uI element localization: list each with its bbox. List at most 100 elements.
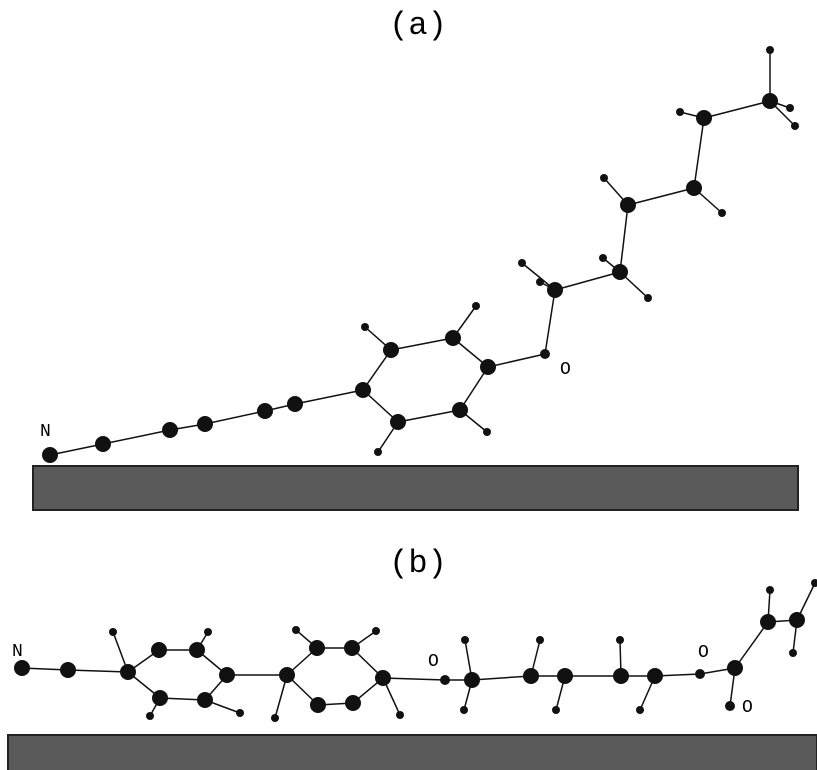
atom — [14, 660, 30, 676]
atom — [162, 422, 178, 438]
hydrogen — [536, 636, 544, 644]
hydrogen — [676, 108, 684, 116]
atom — [686, 180, 702, 196]
hydrogen — [518, 259, 526, 267]
hydrogen — [636, 706, 644, 714]
atom — [60, 662, 76, 678]
hydrogen — [600, 174, 608, 182]
hydrogen — [811, 579, 817, 587]
bond — [628, 188, 694, 205]
hydrogen — [146, 712, 154, 720]
bond — [694, 118, 704, 188]
atom — [279, 667, 295, 683]
atom-label: O — [698, 643, 709, 663]
atom — [695, 669, 705, 679]
bond — [391, 338, 453, 350]
atom — [344, 640, 360, 656]
bond — [383, 678, 445, 680]
atom — [540, 349, 550, 359]
hydrogen — [372, 627, 380, 635]
surface — [33, 466, 798, 510]
atom — [445, 330, 461, 346]
atom — [440, 675, 450, 685]
bond — [68, 670, 128, 672]
bond — [555, 272, 620, 290]
atom — [480, 359, 496, 375]
hydrogen — [766, 46, 774, 54]
atom — [789, 612, 805, 628]
atom — [760, 614, 776, 630]
atom-label: N — [12, 642, 23, 662]
atom — [613, 668, 629, 684]
bond — [735, 622, 768, 668]
hydrogen — [204, 628, 212, 636]
bond — [295, 390, 363, 404]
hydrogen — [460, 706, 468, 714]
atom — [452, 402, 468, 418]
panel-label: (b) — [389, 545, 447, 582]
hydrogen — [271, 714, 279, 722]
atom — [151, 642, 167, 658]
atom — [120, 664, 136, 680]
atom — [310, 697, 326, 713]
atom-label: O — [428, 652, 439, 672]
bond — [545, 290, 555, 354]
atom — [383, 342, 399, 358]
atom — [464, 672, 480, 688]
atom — [42, 447, 58, 463]
atom — [727, 660, 743, 676]
hydrogen — [599, 254, 607, 262]
hydrogen — [644, 294, 652, 302]
atom — [345, 695, 361, 711]
hydrogen — [396, 711, 404, 719]
atom-label: O — [742, 698, 753, 718]
atom — [219, 667, 235, 683]
atom — [620, 197, 636, 213]
atom — [612, 264, 628, 280]
hydrogen — [472, 302, 480, 310]
atom — [647, 668, 663, 684]
bond — [704, 101, 770, 118]
hydrogen — [109, 628, 117, 636]
bond — [50, 444, 103, 455]
atom — [557, 668, 573, 684]
bond — [472, 676, 531, 680]
hydrogen — [616, 636, 624, 644]
hydrogen — [789, 649, 797, 657]
atom — [197, 416, 213, 432]
hydrogen — [236, 709, 244, 717]
hydrogen — [536, 278, 544, 286]
hydrogen — [766, 586, 774, 594]
hydrogen — [718, 209, 726, 217]
atom — [355, 382, 371, 398]
surface — [8, 735, 817, 770]
hydrogen — [461, 636, 469, 644]
bond — [205, 411, 265, 424]
bond — [620, 205, 628, 272]
atom — [547, 282, 563, 298]
figure: (a) (b) N O N O O O — [0, 0, 817, 770]
hydrogen — [374, 448, 382, 456]
atom — [95, 436, 111, 452]
hydrogen — [483, 428, 491, 436]
atom — [287, 396, 303, 412]
bond — [488, 354, 545, 367]
atom — [152, 690, 168, 706]
panel-label: (a) — [389, 7, 447, 44]
hydrogen — [791, 122, 799, 130]
atom — [197, 692, 213, 708]
atom — [523, 668, 539, 684]
bond — [398, 410, 460, 422]
hydrogen — [292, 626, 300, 634]
hydrogen — [361, 323, 369, 331]
hydrogen — [552, 706, 560, 714]
atom — [309, 640, 325, 656]
atom — [725, 701, 735, 711]
atom — [390, 414, 406, 430]
bond — [103, 430, 170, 444]
atom-label: N — [40, 422, 51, 442]
hydrogen — [786, 104, 794, 112]
atom — [696, 110, 712, 126]
atom-label: O — [560, 360, 571, 380]
atom — [189, 642, 205, 658]
